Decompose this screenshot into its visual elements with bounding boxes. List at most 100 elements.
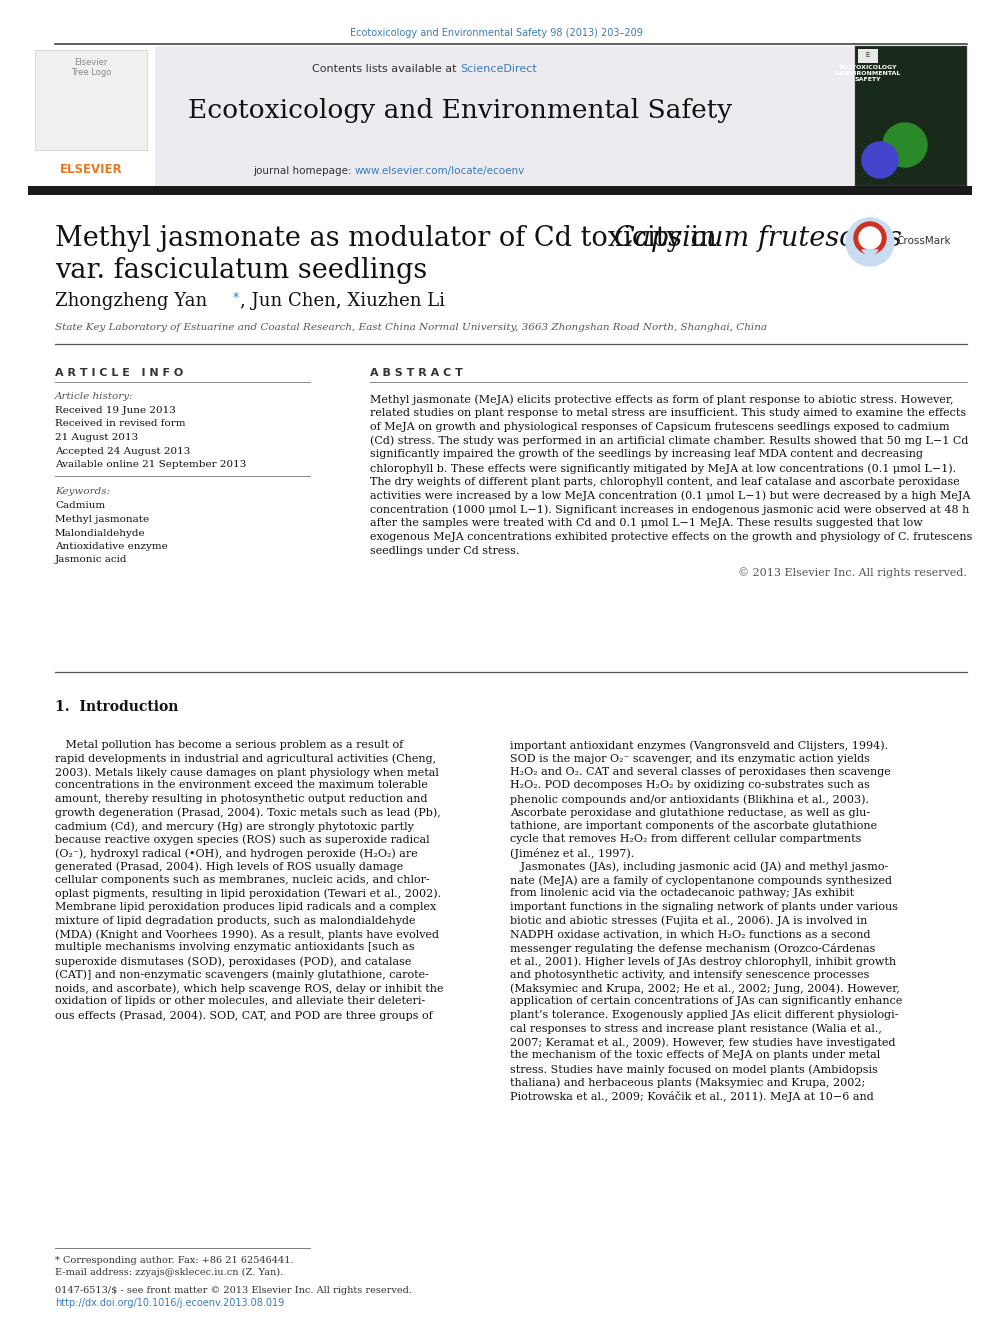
Text: Contents lists available at: Contents lists available at [312,64,460,74]
Text: after the samples were treated with Cd and 0.1 μmol L−1 MeJA. These results sugg: after the samples were treated with Cd a… [370,519,923,528]
Text: superoxide dismutases (SOD), peroxidases (POD), and catalase: superoxide dismutases (SOD), peroxidases… [55,957,412,967]
Circle shape [854,222,886,254]
Text: significantly impaired the growth of the seedlings by increasing leaf MDA conten: significantly impaired the growth of the… [370,450,923,459]
Text: messenger regulating the defense mechanism (Orozco-Cárdenas: messenger regulating the defense mechani… [510,942,875,954]
Text: E: E [866,52,870,58]
Text: Ecotoxicology and Environmental Safety 98 (2013) 203–209: Ecotoxicology and Environmental Safety 9… [349,28,643,38]
Text: stress. Studies have mainly focused on model plants (Ambidopsis: stress. Studies have mainly focused on m… [510,1064,878,1074]
Text: H₂O₂ and O₂. CAT and several classes of peroxidases then scavenge: H₂O₂ and O₂. CAT and several classes of … [510,767,891,777]
Text: concentration (1000 μmol L−1). Significant increases in endogenous jasmonic acid: concentration (1000 μmol L−1). Significa… [370,504,969,515]
Text: Zhongzheng Yan: Zhongzheng Yan [55,292,207,310]
Text: cadmium (Cd), and mercury (Hg) are strongly phytotoxic partly: cadmium (Cd), and mercury (Hg) are stron… [55,822,414,832]
Circle shape [883,123,927,167]
Text: Available online 21 September 2013: Available online 21 September 2013 [55,460,246,468]
Text: Methyl jasmonate (MeJA) elicits protective effects as form of plant response to : Methyl jasmonate (MeJA) elicits protecti… [370,394,953,405]
Bar [28,46,155,187]
Text: Metal pollution has become a serious problem as a result of: Metal pollution has become a serious pro… [55,740,404,750]
Text: amount, thereby resulting in photosynthetic output reduction and: amount, thereby resulting in photosynthe… [55,794,428,804]
Text: (Jiménez et al., 1997).: (Jiménez et al., 1997). [510,848,634,859]
Text: Malondialdehyde: Malondialdehyde [55,528,146,537]
Text: oplast pigments, resulting in lipid peroxidation (Tewari et al., 2002).: oplast pigments, resulting in lipid pero… [55,889,441,900]
Text: ELSEVIER: ELSEVIER [60,163,122,176]
Text: 1.  Introduction: 1. Introduction [55,700,179,714]
Text: Methyl jasmonate: Methyl jasmonate [55,515,149,524]
Text: (O₂⁻), hydroxyl radical (•OH), and hydrogen peroxide (H₂O₂) are: (O₂⁻), hydroxyl radical (•OH), and hydro… [55,848,418,859]
Text: Ecotoxicology and Environmental Safety: Ecotoxicology and Environmental Safety [187,98,732,123]
Text: Piotrowska et al., 2009; Kováčik et al., 2011). MeJA at 10−6 and: Piotrowska et al., 2009; Kováčik et al.,… [510,1091,874,1102]
Text: concentrations in the environment exceed the maximum tolerable: concentrations in the environment exceed… [55,781,428,791]
Text: from linolenic acid via the octadecanoic pathway; JAs exhibit: from linolenic acid via the octadecanoic… [510,889,854,898]
Text: Jasmonates (JAs), including jasmonic acid (JA) and methyl jasmo-: Jasmonates (JAs), including jasmonic aci… [510,861,888,872]
Circle shape [846,218,894,266]
Text: Jasmonic acid: Jasmonic acid [55,556,128,565]
Text: ous effects (Prasad, 2004). SOD, CAT, and POD are three groups of: ous effects (Prasad, 2004). SOD, CAT, an… [55,1009,433,1020]
Text: Received 19 June 2013: Received 19 June 2013 [55,406,176,415]
Text: rapid developments in industrial and agricultural activities (Cheng,: rapid developments in industrial and agr… [55,754,436,765]
Bar [28,187,972,194]
Text: * Corresponding author. Fax: +86 21 62546441.: * Corresponding author. Fax: +86 21 6254… [55,1256,294,1265]
Text: , Jun Chen, Xiuzhen Li: , Jun Chen, Xiuzhen Li [240,292,445,310]
Text: A B S T R A C T: A B S T R A C T [370,368,463,378]
Text: growth degeneration (Prasad, 2004). Toxic metals such as lead (Pb),: growth degeneration (Prasad, 2004). Toxi… [55,807,440,818]
Text: (CAT)] and non-enzymatic scavengers (mainly glutathione, carote-: (CAT)] and non-enzymatic scavengers (mai… [55,970,429,980]
Text: Article history:: Article history: [55,392,134,401]
Text: Ascorbate peroxidase and glutathione reductase, as well as glu-: Ascorbate peroxidase and glutathione red… [510,807,870,818]
Circle shape [862,142,898,179]
Text: important functions in the signaling network of plants under various: important functions in the signaling net… [510,902,898,912]
Text: journal homepage:: journal homepage: [253,165,355,176]
Text: 21 August 2013: 21 August 2013 [55,433,138,442]
Bar [855,46,967,187]
Text: noids, and ascorbate), which help scavenge ROS, delay or inhibit the: noids, and ascorbate), which help scaven… [55,983,443,994]
Text: Accepted 24 August 2013: Accepted 24 August 2013 [55,446,190,455]
Bar [35,50,147,149]
Text: © 2013 Elsevier Inc. All rights reserved.: © 2013 Elsevier Inc. All rights reserved… [738,568,967,578]
Text: Keywords:: Keywords: [55,487,110,496]
Text: because reactive oxygen species (ROS) such as superoxide radical: because reactive oxygen species (ROS) su… [55,835,430,845]
Text: multiple mechanisms involving enzymatic antioxidants [such as: multiple mechanisms involving enzymatic … [55,942,415,953]
Text: H₂O₂. POD decomposes H₂O₂ by oxidizing co-substrates such as: H₂O₂. POD decomposes H₂O₂ by oxidizing c… [510,781,870,791]
Text: tathione, are important components of the ascorbate glutathione: tathione, are important components of th… [510,822,877,831]
Text: Methyl jasmonate as modulator of Cd toxicity in: Methyl jasmonate as modulator of Cd toxi… [55,225,725,251]
Text: (MDA) (Knight and Voorhees 1990). As a result, plants have evolved: (MDA) (Knight and Voorhees 1990). As a r… [55,929,439,939]
Text: http://dx.doi.org/10.1016/j.ecoenv.2013.08.019: http://dx.doi.org/10.1016/j.ecoenv.2013.… [55,1298,285,1308]
Text: Membrane lipid peroxidation produces lipid radicals and a complex: Membrane lipid peroxidation produces lip… [55,902,436,912]
Text: chlorophyll b. These effects were significantly mitigated by MeJA at low concent: chlorophyll b. These effects were signif… [370,463,956,474]
Text: 2007; Keramat et al., 2009). However, few studies have investigated: 2007; Keramat et al., 2009). However, fe… [510,1037,896,1048]
Text: www.elsevier.com/locate/ecoenv: www.elsevier.com/locate/ecoenv [355,165,525,176]
Text: State Key Laboratory of Estuarine and Coastal Research, East China Normal Univer: State Key Laboratory of Estuarine and Co… [55,323,767,332]
Text: nate (MeJA) are a family of cyclopentanone compounds synthesized: nate (MeJA) are a family of cyclopentano… [510,875,892,885]
Text: related studies on plant response to metal stress are insufficient. This study a: related studies on plant response to met… [370,407,966,418]
Bar [155,46,855,187]
Text: var. fasciculatum seedlings: var. fasciculatum seedlings [55,257,428,284]
Text: biotic and abiotic stresses (Fujita et al., 2006). JA is involved in: biotic and abiotic stresses (Fujita et a… [510,916,867,926]
Text: NADPH oxidase activation, in which H₂O₂ functions as a second: NADPH oxidase activation, in which H₂O₂ … [510,929,871,939]
Text: *: * [229,291,239,304]
Text: (Cd) stress. The study was performed in an artificial climate chamber. Results s: (Cd) stress. The study was performed in … [370,435,968,446]
Text: Capsicum frutescens: Capsicum frutescens [614,225,902,251]
Text: exogenous MeJA concentrations exhibited protective effects on the growth and phy: exogenous MeJA concentrations exhibited … [370,532,972,542]
Text: of MeJA on growth and physiological responses of Capsicum frutescens seedlings e: of MeJA on growth and physiological resp… [370,422,949,431]
Circle shape [859,228,881,249]
Text: The dry weights of different plant parts, chlorophyll content, and leaf catalase: The dry weights of different plant parts… [370,476,959,487]
Text: mixture of lipid degradation products, such as malondialdehyde: mixture of lipid degradation products, s… [55,916,416,926]
Text: CrossMark: CrossMark [896,235,950,246]
Text: phenolic compounds and/or antioxidants (Blikhina et al., 2003).: phenolic compounds and/or antioxidants (… [510,794,869,804]
Text: thaliana) and herbaceous plants (Maksymiec and Krupa, 2002;: thaliana) and herbaceous plants (Maksymi… [510,1077,865,1088]
Text: important antioxidant enzymes (Vangronsveld and Clijsters, 1994).: important antioxidant enzymes (Vangronsv… [510,740,888,750]
Text: and photosynthetic activity, and intensify senescence processes: and photosynthetic activity, and intensi… [510,970,869,979]
Text: 0147-6513/$ - see front matter © 2013 Elsevier Inc. All rights reserved.: 0147-6513/$ - see front matter © 2013 El… [55,1286,412,1295]
Text: ECOTOXICOLOGY
&ENVIRONMENTAL
SAFETY: ECOTOXICOLOGY &ENVIRONMENTAL SAFETY [835,65,901,82]
Text: application of certain concentrations of JAs can significantly enhance: application of certain concentrations of… [510,996,903,1007]
Text: SOD is the major O₂⁻ scavenger, and its enzymatic action yields: SOD is the major O₂⁻ scavenger, and its … [510,754,870,763]
Text: seedlings under Cd stress.: seedlings under Cd stress. [370,546,520,556]
Text: plant’s tolerance. Exogenously applied JAs elicit different physiologi-: plant’s tolerance. Exogenously applied J… [510,1009,899,1020]
Text: et al., 2001). Higher levels of JAs destroy chlorophyll, inhibit growth: et al., 2001). Higher levels of JAs dest… [510,957,896,967]
Text: activities were increased by a low MeJA concentration (0.1 μmol L−1) but were de: activities were increased by a low MeJA … [370,491,970,501]
Bar [858,49,878,64]
Text: Elsevier
Tree Logo: Elsevier Tree Logo [70,58,111,78]
Text: (Maksymiec and Krupa, 2002; He et al., 2002; Jung, 2004). However,: (Maksymiec and Krupa, 2002; He et al., 2… [510,983,900,994]
Text: ScienceDirect: ScienceDirect [460,64,537,74]
Text: the mechanism of the toxic effects of MeJA on plants under metal: the mechanism of the toxic effects of Me… [510,1050,880,1061]
Text: cycle that removes H₂O₂ from different cellular compartments: cycle that removes H₂O₂ from different c… [510,835,861,844]
Text: A R T I C L E   I N F O: A R T I C L E I N F O [55,368,184,378]
